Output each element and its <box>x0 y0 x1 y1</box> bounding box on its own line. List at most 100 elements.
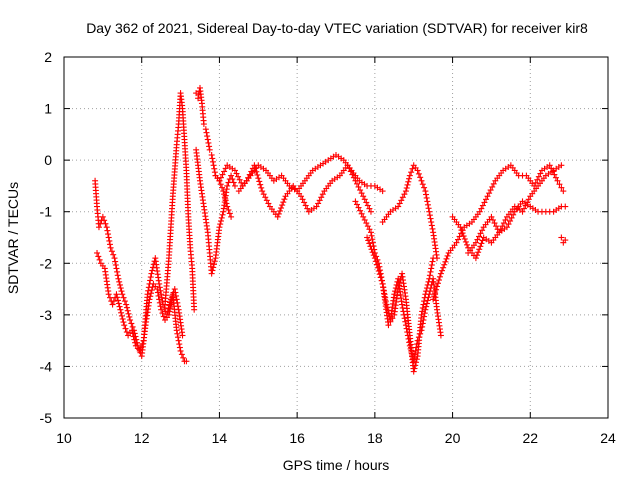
x-tick-label: 20 <box>445 430 461 446</box>
data-point <box>210 261 217 268</box>
data-point <box>562 237 569 244</box>
data-point <box>460 233 467 240</box>
data-point <box>211 165 218 172</box>
data-point <box>424 201 431 208</box>
data-point <box>115 297 122 304</box>
data-point <box>472 255 479 262</box>
data-point <box>132 339 139 346</box>
data-point <box>116 303 123 310</box>
data-point <box>415 170 422 177</box>
data-point <box>97 220 104 227</box>
data-point <box>552 174 559 181</box>
data-point <box>254 171 261 178</box>
data-point <box>210 264 217 271</box>
x-tick-label: 18 <box>367 430 383 446</box>
data-point <box>146 280 153 287</box>
data-point <box>488 213 495 220</box>
data-point <box>147 277 154 284</box>
data-point <box>402 318 409 325</box>
data-point <box>535 173 542 180</box>
data-point <box>298 193 305 200</box>
data-point <box>145 284 152 291</box>
data-point <box>558 184 565 191</box>
data-point <box>413 359 420 366</box>
data-point <box>406 175 413 182</box>
data-point <box>441 261 448 268</box>
x-tick-label: 16 <box>289 430 305 446</box>
data-point <box>420 301 427 308</box>
data-point <box>149 267 156 274</box>
data-point <box>558 234 565 241</box>
data-point <box>248 168 255 175</box>
data-point <box>174 330 181 337</box>
data-point <box>160 313 167 320</box>
data-point <box>235 173 242 180</box>
data-point <box>173 327 180 334</box>
data-point <box>219 171 226 178</box>
data-point <box>361 196 368 203</box>
data-point <box>105 231 112 238</box>
data-point <box>203 129 210 136</box>
data-point <box>440 264 447 271</box>
axis-ticks <box>63 56 609 419</box>
data-point <box>108 248 115 255</box>
data-point <box>158 294 165 301</box>
data-point <box>161 304 168 311</box>
data-point <box>537 170 544 177</box>
data-point <box>148 287 155 294</box>
data-point <box>174 299 181 306</box>
data-point <box>222 165 229 172</box>
data-point <box>119 291 126 298</box>
data-point <box>211 258 218 265</box>
data-point <box>360 213 367 220</box>
data-point <box>430 296 437 303</box>
data-point <box>377 274 384 281</box>
data-point <box>424 198 431 205</box>
data-point <box>366 226 373 233</box>
data-point <box>401 315 408 322</box>
data-point <box>209 155 216 162</box>
data-point <box>229 176 236 183</box>
data-point <box>436 273 443 280</box>
data-point <box>363 220 370 227</box>
data-point <box>435 280 441 287</box>
data-point <box>368 232 375 239</box>
data-point <box>315 200 322 207</box>
data-point <box>263 197 270 204</box>
data-point <box>493 223 500 230</box>
data-point <box>157 287 164 294</box>
data-point <box>259 188 266 195</box>
data-point <box>304 205 311 212</box>
data-point <box>424 281 431 288</box>
data-point <box>525 196 532 203</box>
data-point <box>117 285 124 292</box>
data-point <box>231 167 238 174</box>
data-point <box>226 210 233 217</box>
data-point <box>421 184 428 191</box>
data-point <box>123 329 130 336</box>
data-point <box>124 307 131 314</box>
data-point <box>427 215 434 222</box>
data-point <box>411 365 418 372</box>
data-point <box>216 224 223 231</box>
data-point <box>389 315 396 322</box>
data-point <box>130 333 137 340</box>
data-point <box>399 194 406 201</box>
data-point <box>560 188 567 195</box>
data-point <box>246 171 253 178</box>
data-point <box>429 258 436 265</box>
data-point <box>217 181 224 188</box>
data-point <box>505 221 512 228</box>
data-point <box>434 255 441 262</box>
data-point <box>275 210 282 217</box>
data-point <box>365 237 372 244</box>
data-point <box>474 236 481 243</box>
data-point <box>353 201 360 208</box>
data-point <box>118 309 125 316</box>
data-point <box>139 341 146 348</box>
data-point <box>110 298 117 305</box>
data-point <box>123 301 130 308</box>
data-point <box>435 277 442 284</box>
data-point <box>464 241 471 248</box>
data-points <box>92 84 569 375</box>
